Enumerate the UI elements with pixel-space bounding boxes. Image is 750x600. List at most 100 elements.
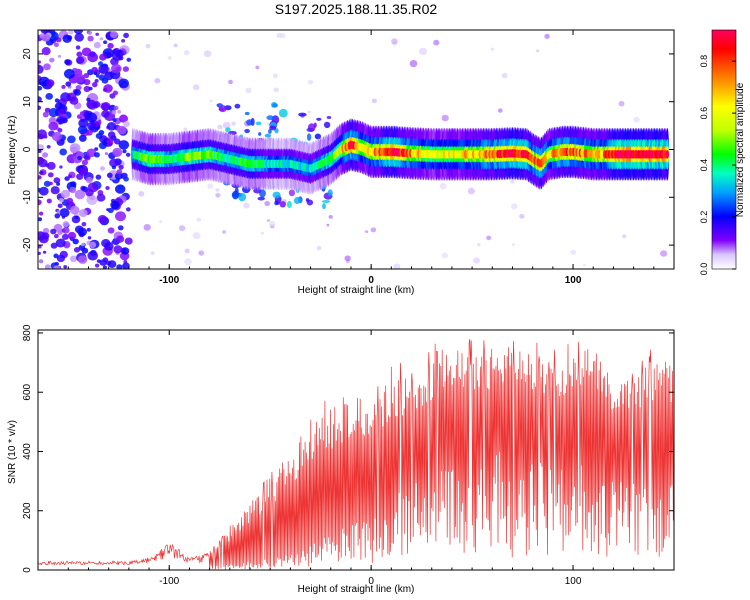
spread-blob [269, 125, 277, 131]
noise-blob [116, 264, 123, 269]
noise-blob [126, 57, 132, 62]
noise-blob [94, 263, 100, 268]
noise-blob [101, 77, 109, 84]
noise-blob [69, 255, 78, 263]
colorbar-tick-label: 0.2 [699, 211, 709, 224]
noise-blob [38, 234, 49, 244]
noise-blob [66, 197, 74, 204]
noise-blob [78, 118, 89, 128]
noise-blob [193, 84, 200, 91]
noise-blob [54, 213, 61, 219]
noise-blob [86, 195, 98, 205]
noise-blob [486, 235, 492, 241]
noise-blob [57, 54, 62, 58]
noise-blob [46, 145, 51, 149]
noise-blob [51, 131, 62, 142]
noise-blob [118, 49, 122, 53]
noise-blob [419, 47, 427, 56]
noise-blob [102, 257, 109, 263]
ridge-segment [665, 150, 670, 159]
noise-blob [112, 48, 119, 55]
noise-blob [83, 79, 91, 86]
noise-blob [38, 149, 42, 153]
noise-blob [48, 181, 53, 186]
noise-blob [54, 102, 64, 110]
noise-blob [307, 110, 311, 114]
noise-blob [86, 99, 97, 109]
spread-blob [244, 128, 250, 134]
noise-blob [268, 220, 276, 227]
noise-blob [122, 66, 129, 72]
noise-blob [69, 96, 79, 105]
noise-blob [103, 84, 113, 93]
noise-blob [38, 105, 42, 111]
noise-blob [119, 114, 128, 123]
spread-blob [278, 108, 288, 118]
noise-blob [61, 233, 69, 240]
noise-blob [109, 158, 119, 168]
spread-blob [307, 123, 316, 132]
noise-blob [441, 114, 449, 122]
noise-blob [75, 45, 81, 50]
noise-blob [55, 238, 66, 248]
spread-blob [234, 103, 241, 109]
noise-blob [104, 152, 109, 156]
noise-blob [118, 184, 124, 190]
noise-blob [86, 129, 93, 136]
y-tick-label: 800 [22, 324, 33, 341]
noise-blob [118, 55, 124, 61]
noise-blob [264, 200, 271, 207]
noise-blob [81, 159, 88, 166]
noise-blob [154, 78, 161, 84]
noise-blob [101, 103, 110, 111]
noise-blob [184, 50, 190, 56]
spread-blob [293, 196, 301, 205]
noise-blob [74, 32, 84, 42]
x-tick-label: 100 [565, 576, 582, 587]
noise-blob [209, 99, 213, 103]
noise-blob [76, 173, 84, 180]
noise-blob [44, 264, 51, 269]
noise-blob [228, 79, 233, 85]
noise-blob [38, 60, 41, 64]
spread-blob [244, 111, 250, 116]
spread-blob [259, 189, 266, 198]
noise-blob [59, 165, 63, 169]
noise-blob [622, 234, 627, 239]
y-tick-label: 0 [22, 146, 33, 152]
noise-blob [57, 230, 63, 236]
noise-blob [116, 235, 125, 243]
noise-blob [77, 255, 88, 264]
snr-frame [37, 329, 675, 571]
noise-blob [64, 68, 75, 79]
noise-blob [192, 232, 201, 240]
spread-blob [272, 191, 281, 199]
noise-blob [39, 171, 44, 175]
noise-blob [266, 219, 270, 222]
noise-blob [118, 140, 130, 150]
noise-blob [64, 176, 70, 182]
noise-blob [76, 114, 83, 120]
noise-blob [74, 73, 85, 83]
noise-blob [326, 223, 330, 227]
spectrogram-frame [37, 29, 675, 270]
noise-blob [42, 111, 49, 118]
noise-blob [56, 182, 61, 186]
noise-blob [243, 202, 250, 209]
noise-blob [76, 56, 85, 64]
spectrogram-marks [38, 30, 670, 269]
noise-blob [125, 152, 131, 157]
spread-blob [268, 129, 272, 134]
colorbar-tick-label: 0.8 [699, 55, 709, 68]
noise-blob [184, 248, 190, 254]
noise-blob [116, 169, 123, 175]
noise-blob [112, 147, 123, 157]
noise-blob [96, 74, 100, 78]
noise-blob [59, 208, 70, 218]
noise-blob [67, 231, 77, 240]
noise-blob [370, 227, 377, 233]
noise-blob [86, 148, 97, 158]
noise-blob [467, 187, 475, 195]
noise-blob [85, 176, 93, 184]
